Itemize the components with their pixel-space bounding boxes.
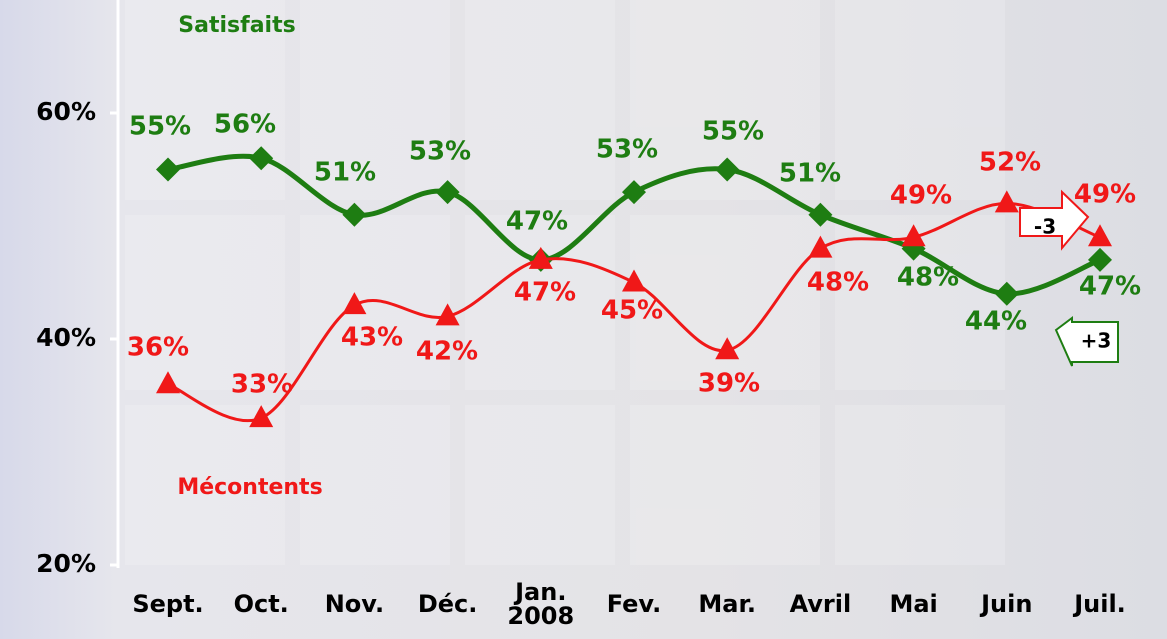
value-label: 48%	[897, 263, 959, 293]
value-label: 56%	[214, 110, 276, 140]
annotation: +3	[1081, 329, 1112, 353]
value-label: 47%	[514, 278, 576, 308]
value-label: 43%	[341, 323, 403, 353]
marker	[1088, 248, 1112, 272]
marker	[715, 158, 739, 182]
value-label: 55%	[702, 117, 764, 147]
value-label: 47%	[506, 207, 568, 237]
y-tick-label: 20%	[36, 549, 96, 578]
marker	[995, 190, 1019, 212]
marker	[995, 282, 1019, 306]
value-label: 55%	[129, 112, 191, 142]
marker	[808, 236, 832, 258]
marker	[249, 146, 273, 170]
value-label: 49%	[890, 181, 952, 211]
annotation: -3	[1034, 215, 1056, 239]
value-label: 49%	[1074, 180, 1136, 210]
marker	[249, 405, 273, 427]
value-label: 45%	[601, 296, 663, 326]
marker	[1088, 224, 1112, 246]
chart: Satisfaits Mécontents 20% 40% 60% 55% 56% 51%…	[0, 0, 1167, 639]
plot: Satisfaits Mécontents 20% 40% 60% 55% 56% 51%…	[0, 0, 1167, 639]
value-label: 36%	[127, 333, 189, 363]
value-label: 52%	[979, 148, 1041, 178]
marker	[622, 180, 646, 204]
series-label: Mécontents	[177, 475, 322, 500]
y-tick-label: 40%	[36, 323, 96, 352]
y-tick-label: 60%	[36, 97, 96, 126]
value-label: 33%	[231, 370, 293, 400]
marker	[156, 158, 180, 182]
marker	[342, 203, 366, 227]
value-label: 42%	[416, 337, 478, 367]
marker	[808, 203, 832, 227]
value-label: 48%	[807, 268, 869, 298]
x-tick-label: Juil.	[1040, 592, 1160, 616]
value-label: 51%	[314, 158, 376, 188]
marker	[156, 371, 180, 393]
value-label: 39%	[698, 369, 760, 399]
value-label: 51%	[779, 159, 841, 189]
value-label: 53%	[409, 137, 471, 167]
value-label: 47%	[1079, 272, 1141, 302]
value-label: 53%	[596, 135, 658, 165]
marker	[436, 180, 460, 204]
series-label: Satisfaits	[178, 13, 295, 38]
value-label: 44%	[965, 307, 1027, 337]
marker	[622, 270, 646, 292]
